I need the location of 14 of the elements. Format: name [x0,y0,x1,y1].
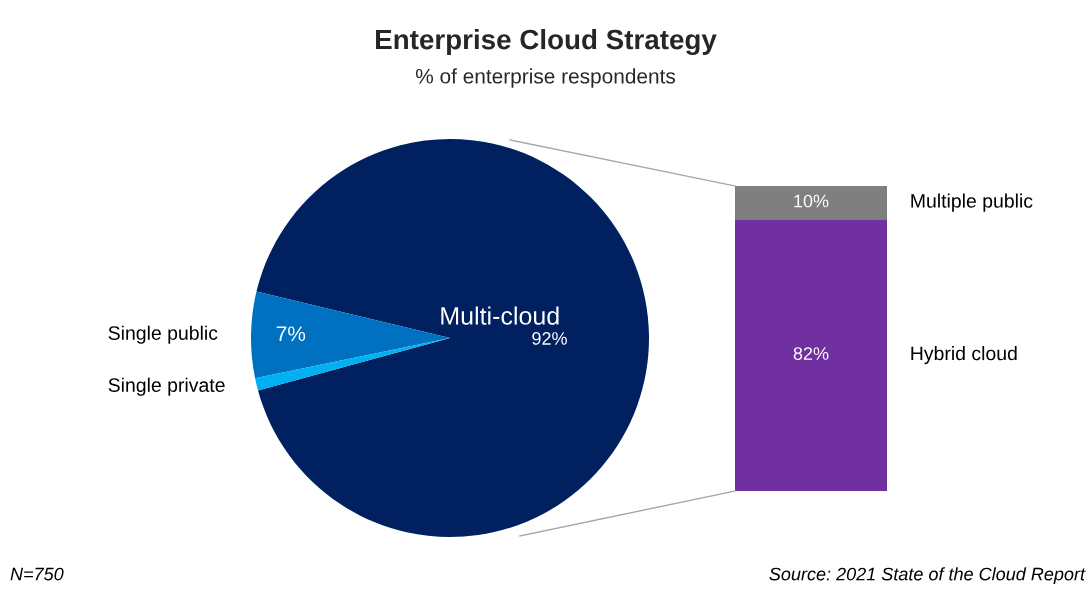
text: N=750 [10,567,64,581]
data-label: 82% [793,347,829,360]
series-label: Multiple public [911,193,1033,212]
data-label: 92% [532,332,567,345]
slice-label: Multi-cloud [441,306,559,325]
data-label: 7% [276,326,306,342]
slice-label: Single public [108,325,218,344]
chart-subtitle: % of enterprise respondents [415,68,676,88]
source-note: Source: 2021 State of the Cloud Report [769,567,1086,584]
data-label: 10% [794,194,829,208]
chart-title: Enterprise Cloud Strategy [376,28,717,56]
pie-slice [256,138,649,538]
series-label: Hybrid cloud [911,346,1017,365]
slice-label: Single private [108,377,225,396]
